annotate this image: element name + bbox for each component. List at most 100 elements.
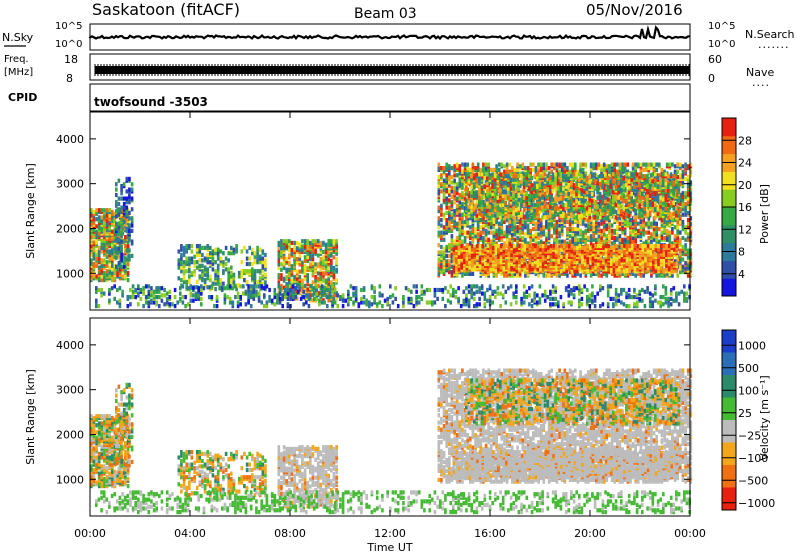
power-cell [541, 293, 544, 298]
power-cell [360, 300, 363, 305]
power-cell [319, 240, 323, 245]
power-cell [605, 223, 609, 228]
power-cell [273, 302, 277, 307]
power-cell [288, 271, 291, 276]
power-cell [125, 176, 129, 181]
power-cell [293, 274, 296, 280]
power-cell [286, 287, 290, 293]
power-cell [265, 304, 269, 309]
power-cell [562, 302, 565, 307]
power-cell [476, 232, 480, 237]
power-cell [245, 249, 249, 254]
power-cell [635, 300, 639, 305]
power-cell [576, 230, 580, 235]
power-cell [264, 272, 267, 277]
power-cell [505, 218, 509, 223]
power-cell [245, 279, 249, 284]
power-cell [623, 162, 627, 167]
power-cell [339, 295, 342, 300]
power-cell [185, 256, 188, 261]
power-cell [120, 196, 123, 201]
power-cell [482, 239, 485, 244]
power-cell [616, 235, 619, 241]
power-cell [303, 239, 307, 244]
power-cell [298, 253, 302, 258]
nave-ticks [94, 64, 690, 76]
power-cell [634, 209, 637, 214]
power-cell [637, 221, 640, 226]
power-cell [497, 221, 501, 226]
power-cell [113, 224, 117, 229]
power-cell [122, 264, 126, 269]
power-cell [539, 162, 543, 167]
power-cell [449, 300, 452, 305]
power-cell [425, 300, 429, 305]
power-cell [634, 166, 637, 171]
power-cell [553, 203, 556, 208]
power-cell [316, 262, 320, 267]
nave-label: Nave [746, 66, 774, 79]
power-cell [530, 304, 534, 309]
power-cell [508, 175, 511, 180]
power-cell [482, 214, 485, 219]
power-cell [442, 225, 446, 230]
power-cell [252, 296, 256, 301]
power-cell [130, 239, 134, 244]
power-cell [253, 258, 257, 263]
power-cell [322, 271, 325, 276]
power-cell [553, 237, 556, 242]
power-cell [453, 173, 456, 178]
power-cell [185, 247, 188, 252]
power-cell [558, 162, 561, 167]
power-cell [128, 200, 131, 205]
power-cell [490, 167, 493, 172]
power-cell [347, 298, 350, 303]
power-cell [216, 251, 220, 256]
power-cell [182, 249, 186, 254]
power-cell [433, 287, 437, 293]
power-cell [651, 300, 655, 305]
power-cell [239, 295, 242, 300]
power-cell [592, 271, 595, 276]
power-cell [637, 271, 640, 276]
power-cell [190, 249, 194, 254]
power-cell [528, 286, 531, 291]
power-cell [335, 239, 338, 244]
power-cell [121, 215, 125, 220]
power-cell [568, 221, 572, 226]
power-cell [245, 256, 249, 261]
power-cell [509, 284, 513, 289]
power-cell [458, 182, 462, 187]
power-cell [370, 302, 374, 307]
power-cell [158, 289, 161, 294]
power-cell [420, 289, 424, 294]
power-cell [295, 240, 299, 245]
power-cell [441, 296, 445, 301]
power-cell [513, 230, 517, 235]
power-cell [597, 175, 601, 180]
power-cell [495, 241, 498, 246]
power-cell [576, 178, 580, 183]
power-cell [303, 271, 307, 276]
power-cell [440, 230, 443, 235]
power-cell [524, 237, 527, 242]
power-cell [113, 276, 117, 281]
nsearch-label: N.Search [745, 28, 795, 41]
power-cell [458, 200, 462, 205]
power-cell [532, 162, 535, 167]
power-cell [642, 241, 645, 246]
power-cell [261, 260, 265, 265]
power-cell [288, 244, 291, 249]
power-cell [130, 216, 134, 221]
power-cell [291, 284, 295, 289]
power-cell [600, 235, 603, 241]
power-cell [257, 291, 261, 296]
power-cell [306, 278, 309, 283]
power-cell [528, 293, 531, 298]
power-cell [463, 162, 467, 167]
power-cell [643, 304, 647, 309]
power-cell [576, 219, 580, 224]
power-cell [608, 225, 611, 230]
power-cell [280, 246, 283, 251]
power-cell [547, 273, 551, 278]
